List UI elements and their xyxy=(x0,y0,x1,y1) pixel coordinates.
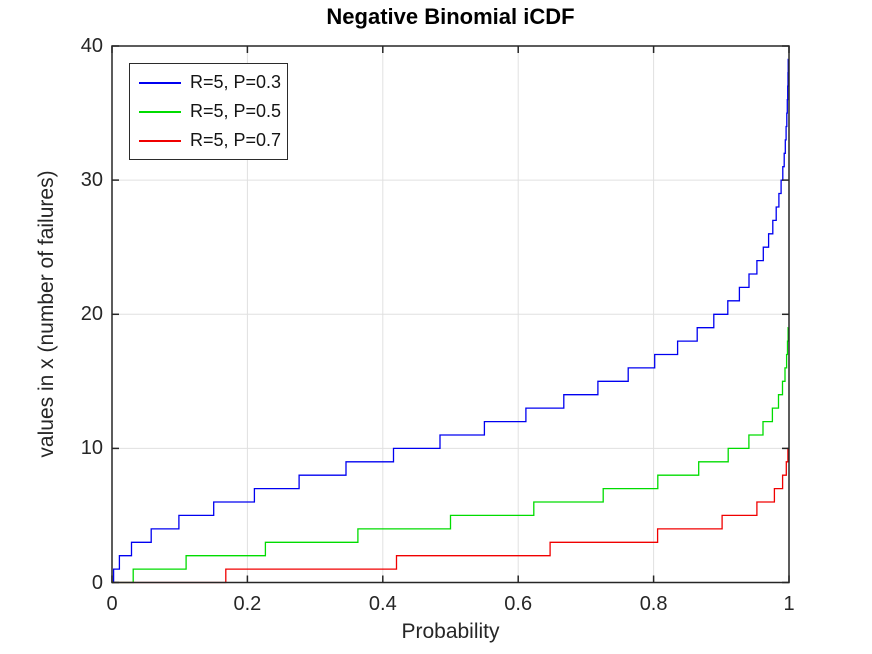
x-tick-label-0-2: 0.2 xyxy=(233,593,262,615)
series-curve-0 xyxy=(112,58,789,584)
x-tick-label-0-6: 0.6 xyxy=(504,593,533,615)
y-tick-label-10: 10 xyxy=(80,437,103,460)
legend-item-p07: R=5, P=0.7 xyxy=(130,130,287,151)
y-tick-label-0: 0 xyxy=(91,571,103,594)
series-curve-2 xyxy=(112,447,789,584)
y-axis-label: values in x (number of failures) xyxy=(35,170,58,458)
legend-label: R=5, P=0.3 xyxy=(190,72,282,92)
series-curve-1 xyxy=(112,327,789,584)
y-tick-label-30: 30 xyxy=(80,169,103,192)
x-axis-label: Probability xyxy=(401,620,500,643)
legend: R=5, P=0.3 R=5, P=0.5 R=5, P=0.7 xyxy=(129,63,288,160)
x-tick-label-0-8: 0.8 xyxy=(639,593,668,615)
legend-item-p03: R=5, P=0.3 xyxy=(130,72,287,93)
chart-title: Negative Binomial iCDF xyxy=(326,4,575,29)
legend-line-swatch-green xyxy=(139,110,181,113)
legend-line-swatch-blue xyxy=(139,81,181,84)
y-tick-label-20: 20 xyxy=(80,303,103,326)
y-tick-label-40: 40 xyxy=(80,35,103,57)
x-tick-label-0-4: 0.4 xyxy=(368,593,397,615)
x-tick-label-0: 0 xyxy=(106,593,118,615)
legend-label: R=5, P=0.5 xyxy=(190,101,282,121)
legend-line-swatch-red xyxy=(139,139,181,142)
x-tick-label-1: 1 xyxy=(783,593,795,615)
legend-label: R=5, P=0.7 xyxy=(190,130,282,150)
legend-item-p05: R=5, P=0.5 xyxy=(130,101,287,122)
